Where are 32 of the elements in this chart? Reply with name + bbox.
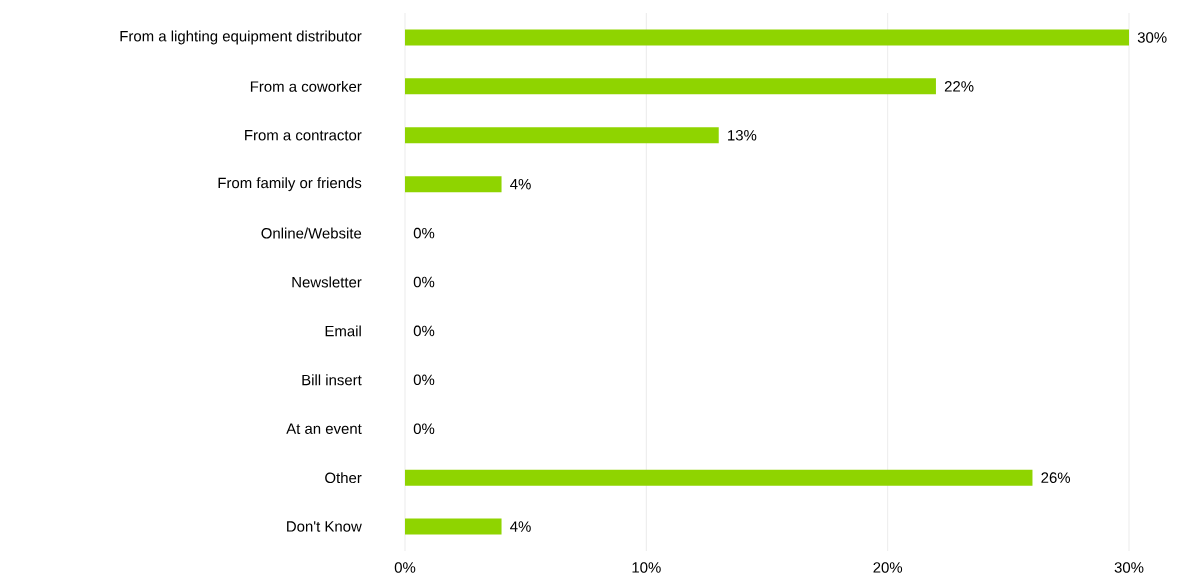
y-tick-label: From a coworker: [250, 80, 362, 92]
y-tick-label: Bill insert: [302, 374, 362, 386]
data-label: 22%: [944, 81, 974, 92]
y-tick-label: From family or friends: [218, 177, 362, 192]
y-tick-label: From a contractor: [245, 130, 362, 141]
y-tick-label: Email: [325, 325, 361, 337]
x-tick-label: 10%: [632, 562, 661, 573]
data-label: 0%: [413, 227, 435, 239]
y-tick-label: At an event: [286, 423, 362, 434]
y-tick-label: Don't Know: [287, 521, 362, 532]
data-label: 0%: [413, 423, 435, 435]
y-tick-label: From a lighting equipment distributor: [120, 30, 362, 45]
data-label: 0%: [413, 374, 435, 386]
data-label: 13%: [728, 129, 757, 141]
x-tick-label: 30%: [1114, 562, 1144, 573]
bar: [405, 176, 502, 193]
data-label: 0%: [413, 325, 435, 337]
y-tick-label: Other: [325, 472, 362, 484]
y-tick-label: Online/Website: [261, 227, 362, 239]
data-label: 30%: [1137, 32, 1167, 43]
bar: [405, 78, 936, 95]
data-label: 0%: [413, 276, 435, 288]
bar: [405, 469, 1033, 486]
data-label: 26%: [1041, 472, 1071, 483]
data-label: 4%: [510, 178, 531, 190]
bar: [405, 127, 719, 144]
bar: [405, 29, 1130, 46]
bar: [405, 518, 502, 535]
y-tick-label: Newsletter: [292, 276, 362, 288]
x-tick-label: 0%: [394, 562, 416, 573]
data-label: 4%: [510, 521, 531, 532]
x-tick-label: 20%: [873, 562, 903, 573]
